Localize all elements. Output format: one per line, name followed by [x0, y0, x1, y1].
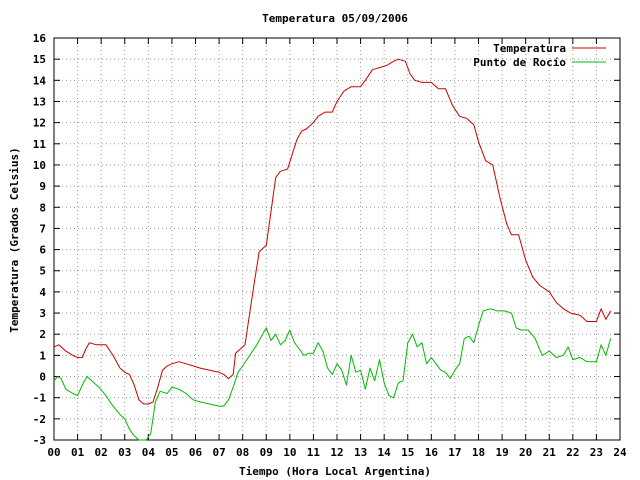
- x-tick-label: 17: [448, 446, 461, 459]
- x-tick-label: 05: [165, 446, 178, 459]
- chart-title: Temperatura 05/09/2006: [262, 12, 408, 25]
- y-tick-label: 0: [39, 371, 46, 384]
- y-tick-label: -2: [33, 413, 46, 426]
- x-tick-label: 13: [354, 446, 367, 459]
- y-tick-label: 10: [33, 159, 46, 172]
- x-tick-label: 23: [590, 446, 603, 459]
- y-tick-label: -1: [33, 392, 47, 405]
- x-tick-label: 11: [307, 446, 321, 459]
- y-axis-label: Temperatura (Grados Celsius): [8, 147, 21, 332]
- y-tick-label: 3: [39, 307, 46, 320]
- x-tick-label: 03: [118, 446, 131, 459]
- y-tick-label: 1: [39, 349, 46, 362]
- legend-label-punto-de-rocio: Punto de Rocío: [473, 56, 566, 69]
- y-tick-label: 11: [33, 138, 47, 151]
- x-tick-label: 24: [613, 446, 627, 459]
- x-tick-label: 00: [47, 446, 60, 459]
- x-tick-label: 21: [543, 446, 557, 459]
- y-tick-label: 4: [39, 286, 46, 299]
- x-tick-label: 04: [142, 446, 156, 459]
- y-tick-label: 12: [33, 117, 46, 130]
- x-tick-label: 07: [212, 446, 225, 459]
- y-tick-label: 7: [39, 222, 46, 235]
- x-tick-label: 06: [189, 446, 203, 459]
- grid-lines: [54, 38, 620, 440]
- legend-label-temperatura: Temperatura: [493, 42, 566, 55]
- x-tick-label: 15: [401, 446, 414, 459]
- y-tick-label: 9: [39, 180, 46, 193]
- x-tick-label: 02: [95, 446, 108, 459]
- y-tick-label: 14: [33, 74, 47, 87]
- x-tick-label: 22: [566, 446, 579, 459]
- x-tick-label: 14: [378, 446, 392, 459]
- x-tick-label: 08: [236, 446, 249, 459]
- y-tick-label: 2: [39, 328, 46, 341]
- x-tick-label: 10: [283, 446, 296, 459]
- y-tick-label: 6: [39, 244, 46, 257]
- y-tick-label: 13: [33, 95, 46, 108]
- x-tick-label: 09: [260, 446, 273, 459]
- y-tick-label: 15: [33, 53, 46, 66]
- y-tick-label: -3: [33, 434, 46, 447]
- x-tick-label: 20: [519, 446, 532, 459]
- x-tick-label: 16: [425, 446, 439, 459]
- series-line-temperatura: [53, 58, 612, 405]
- legend: Temperatura Punto de Rocío: [473, 42, 606, 69]
- y-tick-label: 8: [39, 201, 46, 214]
- series-line-punto-de-rocio: [53, 308, 612, 441]
- y-tick-label: 5: [39, 265, 46, 278]
- x-tick-label: 12: [330, 446, 343, 459]
- x-tick-label: 18: [472, 446, 485, 459]
- y-tick-label: 16: [33, 32, 47, 45]
- series-lines: [53, 58, 612, 441]
- x-tick-label: 19: [495, 446, 508, 459]
- x-tick-label: 01: [71, 446, 85, 459]
- x-axis-label: Tiempo (Hora Local Argentina): [239, 465, 431, 478]
